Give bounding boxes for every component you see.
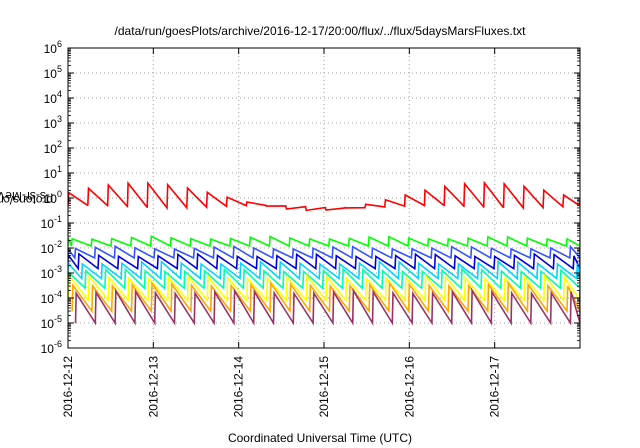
y-tick-label: 101 bbox=[44, 164, 62, 181]
x-tick-label: 2016-12-17 bbox=[488, 356, 502, 418]
y-tick-label: 102 bbox=[44, 139, 62, 156]
series-line-4 bbox=[68, 252, 580, 271]
x-tick-label: 2016-12-15 bbox=[317, 356, 331, 418]
series-line-5 bbox=[68, 259, 580, 281]
y-tick-label: 10-5 bbox=[41, 314, 62, 331]
plot-frame bbox=[67, 47, 581, 349]
x-tick-label: 2016-12-12 bbox=[61, 356, 75, 418]
series-line-8 bbox=[71, 280, 580, 314]
chart-title: /data/run/goesPlots/archive/2016-12-17/2… bbox=[114, 24, 526, 38]
y-tick-label: 104 bbox=[44, 89, 62, 106]
series-line-7 bbox=[68, 273, 580, 303]
y-tick-label: 10-2 bbox=[41, 239, 62, 256]
y-tick-label: 100 bbox=[44, 189, 62, 206]
x-tick-label: 2016-12-13 bbox=[146, 356, 160, 418]
x-axis-label: Coordinated Universal Time (UTC) bbox=[227, 431, 413, 445]
y-tick-label: 10-4 bbox=[41, 289, 62, 306]
series-line-9 bbox=[74, 287, 580, 326]
series-line-2 bbox=[68, 235, 580, 248]
y-tick-label: 105 bbox=[44, 64, 62, 81]
y-tick-label: 10-6 bbox=[41, 339, 62, 356]
x-tick-label: 2016-12-16 bbox=[402, 356, 416, 418]
y-tick-label: 10-1 bbox=[41, 214, 62, 231]
y-tick-label: 106 bbox=[44, 39, 62, 56]
y-tick-label: 10-3 bbox=[41, 264, 62, 281]
series-line-6 bbox=[68, 267, 580, 290]
series-line-3 bbox=[68, 244, 580, 261]
x-tick-label: 2016-12-14 bbox=[232, 356, 246, 418]
series-line-1 bbox=[68, 180, 580, 212]
y-tick-label: 103 bbox=[44, 114, 62, 131]
